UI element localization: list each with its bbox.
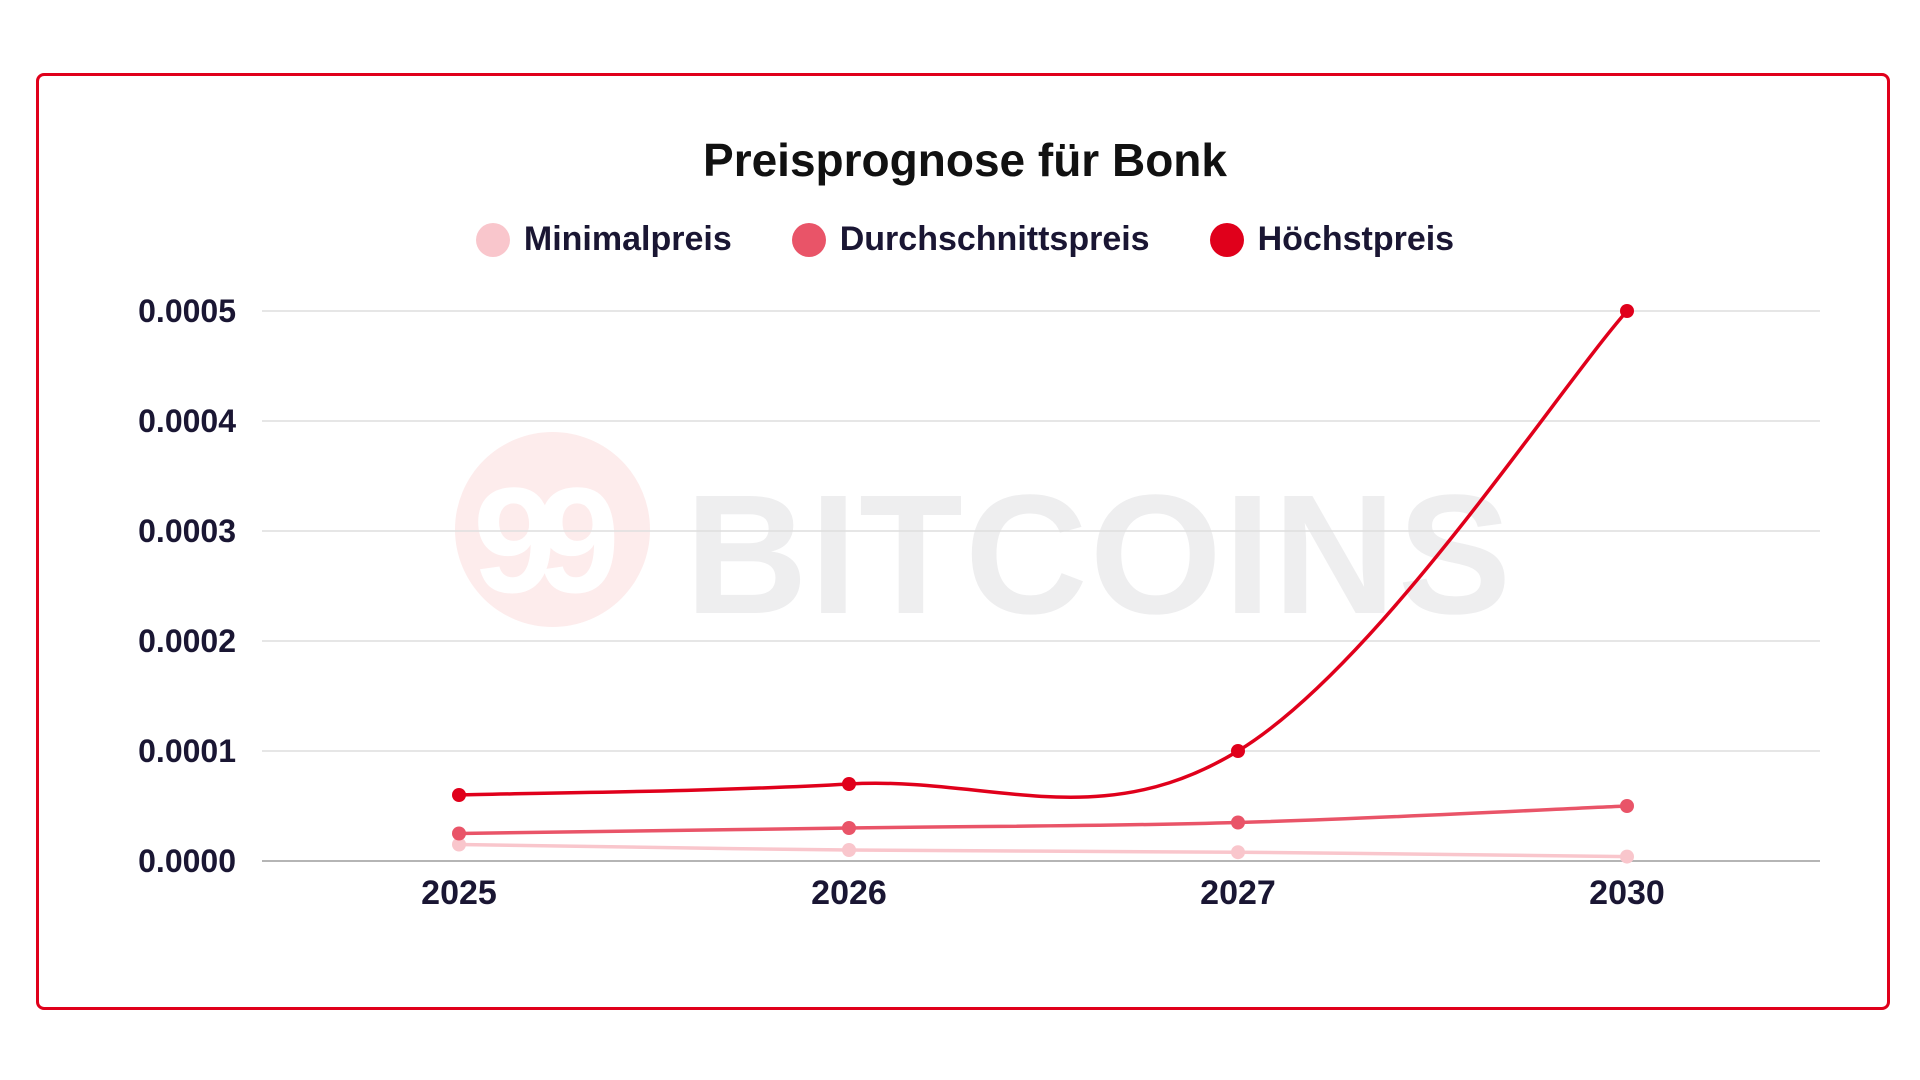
y-tick-label-5: 0.0005 bbox=[138, 293, 236, 329]
legend-dot-avg bbox=[791, 222, 826, 257]
y-tick-label-0: 0.0000 bbox=[138, 843, 236, 879]
x-tick-label-3: 2030 bbox=[1589, 874, 1665, 912]
series-line-min bbox=[458, 842, 1628, 859]
point-min-2026 bbox=[842, 843, 856, 857]
series-line-avg bbox=[458, 804, 1628, 836]
y-tick-label-3: 0.0003 bbox=[138, 513, 236, 549]
legend-label-avg: Durchschnittspreis bbox=[839, 220, 1150, 258]
y-tick-label-4: 0.0004 bbox=[138, 403, 236, 439]
y-tick-label-2: 0.0002 bbox=[138, 623, 236, 659]
point-max-2025 bbox=[452, 788, 466, 802]
series-line-max bbox=[458, 309, 1629, 799]
y-tick-label-1: 0.0001 bbox=[138, 733, 236, 769]
point-avg-2027 bbox=[1231, 815, 1245, 830]
point-min-2025 bbox=[452, 837, 466, 852]
legend-item-max: Höchstpreis bbox=[1209, 220, 1455, 259]
legend-label-max: Höchstpreis bbox=[1257, 220, 1455, 258]
legend-item-avg: Durchschnittspreis bbox=[791, 220, 1150, 259]
x-tick-label-0: 2025 bbox=[421, 874, 497, 912]
point-avg-2026 bbox=[842, 821, 856, 835]
x-tick-label-1: 2026 bbox=[811, 874, 887, 912]
point-min-2030 bbox=[1620, 849, 1634, 864]
chart-legend: Minimalpreis Durchschnittspreis Höchstpr… bbox=[0, 220, 1920, 259]
x-tick-label-2: 2027 bbox=[1200, 874, 1276, 912]
point-max-2030 bbox=[1620, 304, 1634, 318]
legend-item-min: Minimalpreis bbox=[475, 220, 732, 259]
point-avg-2025 bbox=[452, 826, 466, 841]
point-max-2026 bbox=[842, 777, 856, 791]
legend-dot-min bbox=[475, 222, 510, 257]
point-avg-2030 bbox=[1620, 799, 1634, 813]
legend-dot-max bbox=[1209, 222, 1244, 257]
point-max-2027 bbox=[1231, 744, 1245, 758]
point-min-2027 bbox=[1231, 845, 1245, 860]
chart-frame bbox=[36, 73, 1890, 1010]
legend-label-min: Minimalpreis bbox=[523, 220, 732, 258]
chart-title: Preisprognose für Bonk bbox=[703, 134, 1227, 186]
